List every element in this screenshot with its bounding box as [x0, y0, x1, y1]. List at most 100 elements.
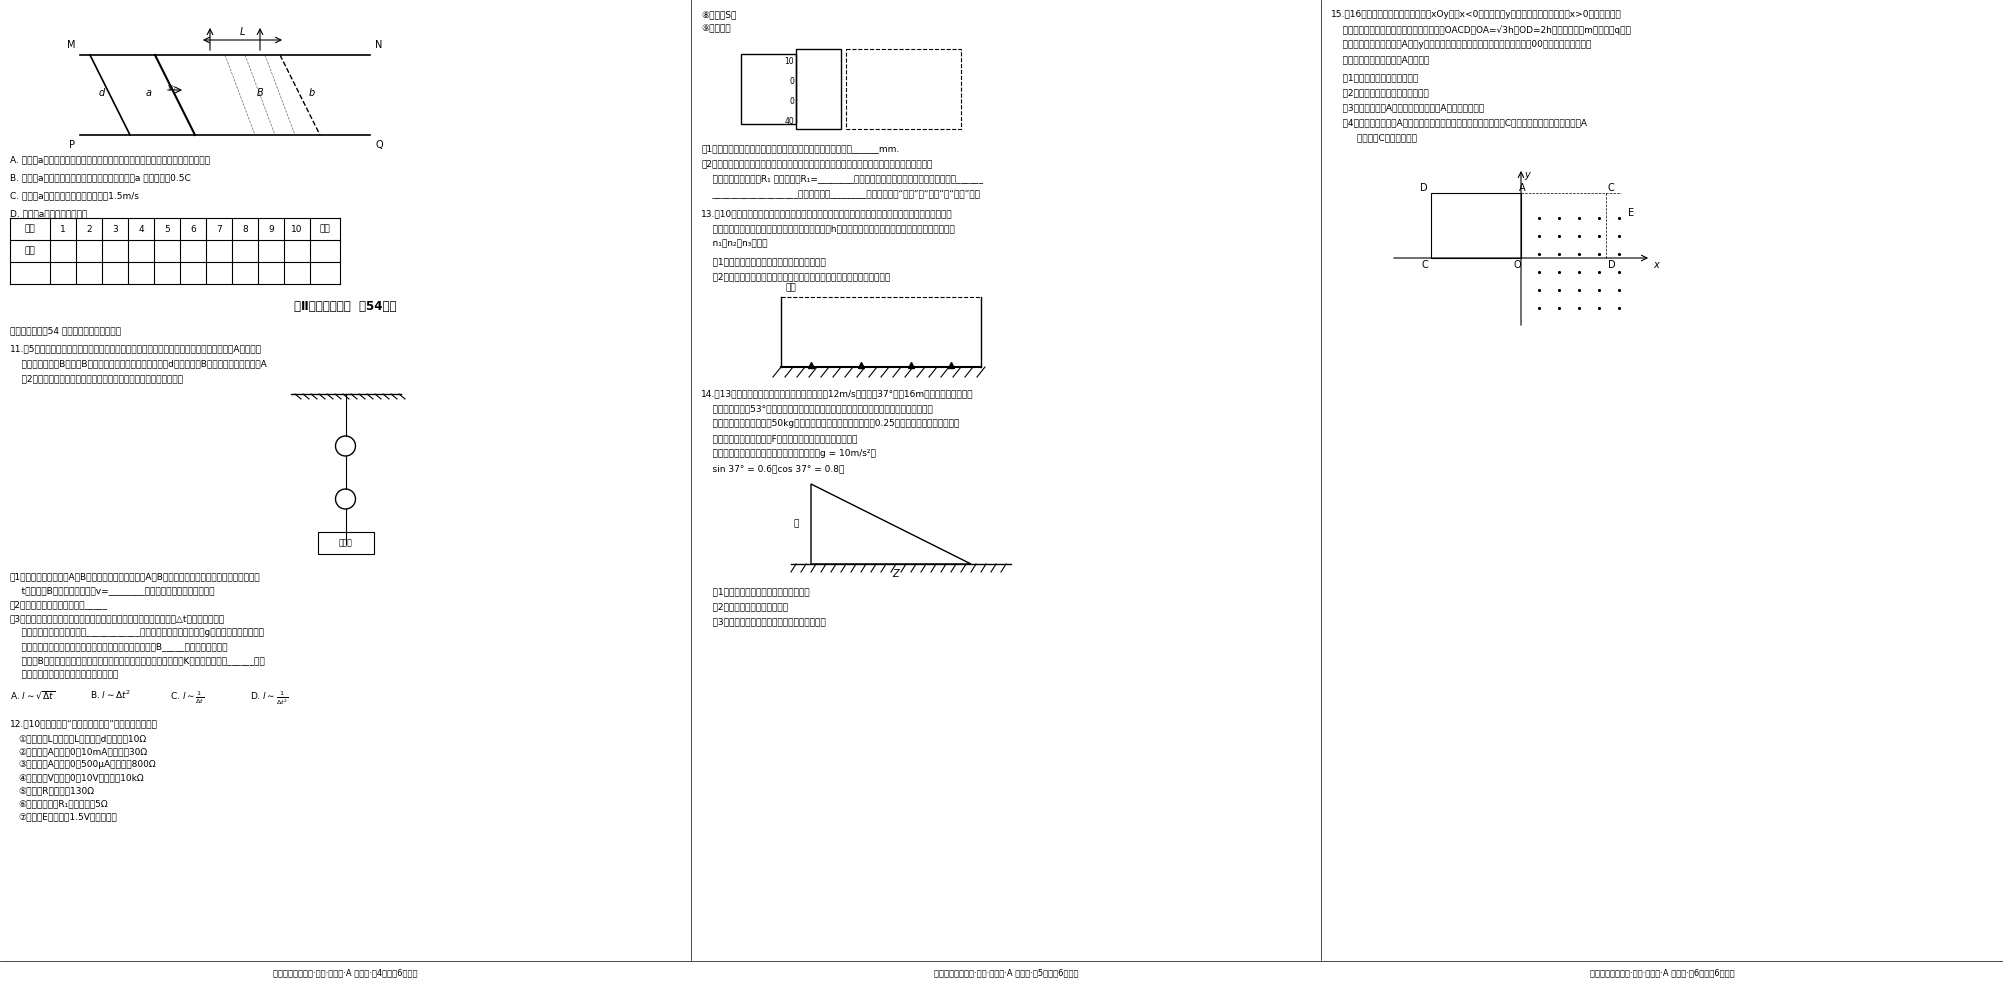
Bar — [1430, 193, 1520, 258]
Text: 【高三模拟（一）·物理·新高考·A 区专用·第4页（兲6页）】: 【高三模拟（一）·物理·新高考·A 区专用·第4页（兲6页）】 — [272, 968, 419, 977]
Text: 9: 9 — [268, 224, 274, 234]
Text: v₀: v₀ — [168, 83, 176, 91]
Text: 0: 0 — [789, 96, 793, 105]
Text: ⑨导线若干: ⑨导线若干 — [701, 24, 731, 33]
Text: （3）带电粒子今A点出发到第一次回到A点所用的时间；: （3）带电粒子今A点出发到第一次回到A点所用的时间； — [1332, 103, 1484, 112]
Text: （1）一个蓝光光源发出的光照亮的水面面积。: （1）一个蓝光光源发出的光照亮的水面面积。 — [701, 257, 825, 266]
Text: ④电压表（V）量程0～10V，内阻为10kΩ: ④电压表（V）量程0～10V，内阻为10kΩ — [18, 773, 144, 782]
Text: 水面: 水面 — [785, 283, 797, 292]
Text: E: E — [1628, 208, 1634, 218]
Text: 理量的字母来表示），为了使测量课题，还可以在滑轮上B_____图像（填下述选项: 理量的字母来表示），为了使测量课题，还可以在滑轮上B_____图像（填下述选项 — [10, 642, 228, 651]
Text: 第Ⅱ卷（非选择题  入54分）: 第Ⅱ卷（非选择题 入54分） — [294, 300, 397, 313]
Text: 0: 0 — [789, 77, 793, 86]
Text: 10: 10 — [785, 56, 793, 66]
Text: 6: 6 — [190, 224, 196, 234]
Text: C. 金属棒a第一次穿出磁场时的速度为1.5m/s: C. 金属棒a第一次穿出磁场时的速度为1.5m/s — [10, 191, 138, 200]
Text: 已知量和测量量计算R₁ 的表达式为R₁=________，说明式中题目未给出的各物理量的意义：______: 已知量和测量量计算R₁ 的表达式为R₁=________，说明式中题目未给出的各… — [701, 174, 983, 183]
Text: d: d — [98, 88, 104, 98]
Text: （4）现只改变粒子今A点出射速度大小，使粒子运动过程中可经过C点，求粒粒粒子以最短时间今A: （4）现只改变粒子今A点出射速度大小，使粒子运动过程中可经过C点，求粒粒粒子以最… — [1332, 118, 1586, 127]
Text: A. 金属棒a在第一次穿越磁场的过程中回路中的感应电流从上向下看氿逆时针方向: A. 金属棒a在第一次穿越磁场的过程中回路中的感应电流从上向下看氿逆时针方向 — [10, 155, 210, 164]
Text: 答案: 答案 — [24, 247, 36, 256]
Bar — [795, 49, 841, 129]
Text: A: A — [1518, 183, 1526, 193]
Text: 4: 4 — [138, 224, 144, 234]
Text: 的2倍，悬挂滑轮的轻质细线始终保持竖直，滑轮的质量忽略不计。: 的2倍，悬挂滑轮的轻质细线始终保持竖直，滑轮的质量忽略不计。 — [10, 374, 182, 383]
Text: 一段时间沿垂直边又回到A点，求：: 一段时间沿垂直边又回到A点，求： — [1332, 55, 1430, 64]
Text: ⑦电源（E）电压为1.5V，内阻偏小: ⑦电源（E）电压为1.5V，内阻偏小 — [18, 812, 116, 821]
Bar — [318, 532, 373, 554]
Text: 题号: 题号 — [24, 224, 36, 234]
Text: 正电荷子（不计重力）今A点沿y轴正方向以某速度射入第二象限，经过时间甁00在速入道场，又经过: 正电荷子（不计重力）今A点沿y轴正方向以某速度射入第二象限，经过时间甁00在速入… — [1332, 40, 1590, 49]
Text: ②电流表（A）量程0～10mA，内阻为30Ω: ②电流表（A）量程0～10mA，内阻为30Ω — [18, 747, 146, 756]
Text: 7: 7 — [216, 224, 222, 234]
Text: ⑧开关（S）: ⑧开关（S） — [701, 10, 737, 19]
Text: 得分: 得分 — [320, 224, 330, 234]
Bar — [741, 54, 795, 124]
Bar — [845, 49, 961, 129]
Text: 光电门: 光电门 — [339, 539, 353, 548]
Text: O: O — [1512, 260, 1520, 270]
Text: （2）请在方框中画出你所设计的实验电路图，若选测量数据中的一组来计算金属丝的电阔，则由: （2）请在方框中画出你所设计的实验电路图，若选测量数据中的一组来计算金属丝的电阔… — [701, 159, 931, 168]
Text: 甲: 甲 — [793, 519, 799, 529]
Text: D: D — [1608, 260, 1616, 270]
Text: 红、黄、蓝三种颜色的光，水池底部水平，水深为h，红、黄、蓝三种颜色的光在水中的折射率分别为: 红、黄、蓝三种颜色的光，水池底部水平，水深为h，红、黄、蓝三种颜色的光在水中的折… — [701, 224, 955, 233]
Text: D: D — [1420, 183, 1428, 193]
Text: y: y — [1524, 170, 1530, 180]
Text: B. 金属棒a在第一次穿越磁场的过程中流过金属棒a 的电荷量为0.5C: B. 金属棒a在第一次穿越磁场的过程中流过金属棒a 的电荷量为0.5C — [10, 173, 190, 182]
Text: （3）运动员滑落到斜面乙底面时的速度大小。: （3）运动员滑落到斜面乙底面时的速度大小。 — [701, 617, 825, 626]
Text: （2）匀强磁场的磁感应强度大小；: （2）匀强磁场的磁感应强度大小； — [1332, 88, 1428, 97]
Text: sin 37° = 0.6，cos 37° = 0.8）: sin 37° = 0.6，cos 37° = 0.8） — [701, 464, 845, 473]
Text: （1）用螺旋测微器测量金属丝的直径，示数如图所示，读数为______mm.: （1）用螺旋测微器测量金属丝的直径，示数如图所示，读数为______mm. — [701, 144, 899, 153]
Text: 3: 3 — [112, 224, 118, 234]
Text: （1）求运动员在最高点时的速度大小；: （1）求运动员在最高点时的速度大小； — [701, 587, 809, 596]
Text: C. $l\sim\frac{1}{\Delta t}$: C. $l\sim\frac{1}{\Delta t}$ — [170, 689, 204, 706]
Text: 实验中平测得的物理量的字母来表示）。: 实验中平测得的物理量的字母来表示）。 — [10, 670, 118, 679]
Text: 14.（13分）图示为某滑雪运动员的情境，滑坡以12m/s的初速在37°，高16m斜面射面飞出，并能: 14.（13分）图示为某滑雪运动员的情境，滑坡以12m/s的初速在37°，高16… — [701, 389, 973, 398]
Text: 5: 5 — [164, 224, 170, 234]
Text: x: x — [1652, 260, 1658, 270]
Text: （2）求甲乙两斜面直度距差；: （2）求甲乙两斜面直度距差； — [701, 602, 787, 611]
Text: Z: Z — [893, 569, 899, 579]
Text: 12.（10分）如题图“金属丝的电阔率”，提供的器材有：: 12.（10分）如题图“金属丝的电阔率”，提供的器材有： — [10, 719, 158, 728]
Text: （1）带电粒子的初速度大小；: （1）带电粒子的初速度大小； — [1332, 73, 1418, 82]
Text: D. $l\sim\frac{1}{\Delta t^2}$: D. $l\sim\frac{1}{\Delta t^2}$ — [250, 689, 288, 707]
Text: t，则重物B通光电门的速度为v=________（用题中所给的字母表示）。: t，则重物B通光电门的速度为v=________（用题中所给的字母表示）。 — [10, 586, 214, 595]
Text: ⑤电阻（R）阻値为130Ω: ⑤电阻（R）阻値为130Ω — [18, 786, 94, 795]
Text: 40: 40 — [785, 117, 793, 126]
Text: 点运动至C点的初速度。: 点运动至C点的初速度。 — [1332, 133, 1416, 142]
Text: ①金属丝（L：长度为L，直径为d，阻値为10Ω: ①金属丝（L：长度为L，直径为d，阻値为10Ω — [18, 734, 146, 743]
Text: Q: Q — [375, 140, 383, 150]
Text: 13.（10分）某公园的水池底部有一排等间距的光源（视为点光源）如图所示，每个光源可以依次发出: 13.（10分）某公园的水池底部有一排等间距的光源（视为点光源）如图所示，每个光… — [701, 209, 953, 218]
Text: D. 金属棒a能第二次穿出磁场: D. 金属棒a能第二次穿出磁场 — [10, 209, 88, 218]
Text: ___________________，电阻测量値________真实値（选填“大于”、“小于”或“等于”）。: ___________________，电阻测量値________真实値（选填“… — [701, 189, 979, 198]
Text: 可看作是平行斜面的合力F作用下，从斜面甲底面由静止开始: 可看作是平行斜面的合力F作用下，从斜面甲底面由静止开始 — [701, 434, 857, 443]
Text: A. $l\sim\sqrt{\Delta t}$: A. $l\sim\sqrt{\Delta t}$ — [10, 689, 56, 701]
Text: ③电流表（A）量程0～500μA，内阻为800Ω: ③电流表（A）量程0～500μA，内阻为800Ω — [18, 760, 156, 769]
Text: 械能守恒，应满足关系式为____________（已知当地重力加速大力为g，用实验中所测到的物: 械能守恒，应满足关系式为____________（已知当地重力加速大力为g，用实… — [10, 628, 264, 637]
Text: 1: 1 — [60, 224, 66, 234]
Text: C: C — [1608, 183, 1614, 193]
Text: 的字母B右：将粒子光密度（金属遗光条）折叠的系统机械能守恒，K是图像纵线等为______（用: 的字母B右：将粒子光密度（金属遗光条）折叠的系统机械能守恒，K是图像纵线等为__… — [10, 656, 264, 665]
Text: 【高三模拟（一）·物理·新高考·A 区专用·第5页（兲6页）】: 【高三模拟（一）·物理·新高考·A 区专用·第5页（兲6页）】 — [933, 968, 1078, 977]
Text: 员和滑雪装备的总质量为50kg，滑雪板与雪面间的动摩擦因数为0.25，运动员在斜面平均的运动: 员和滑雪装备的总质量为50kg，滑雪板与雪面间的动摩擦因数为0.25，运动员在斜… — [701, 419, 959, 428]
Text: N: N — [375, 40, 383, 50]
Text: b: b — [308, 88, 314, 98]
Text: n₁、n₂、n₃，求：: n₁、n₂、n₃，求： — [701, 239, 767, 248]
Text: M: M — [66, 40, 74, 50]
Text: C: C — [1422, 260, 1428, 270]
Text: （3）调节开始位移使遗光条光密中心之间的距离为，测得遗光时间为△t，如果系统的机: （3）调节开始位移使遗光条光密中心之间的距离为，测得遗光时间为△t，如果系统的机 — [10, 614, 224, 623]
Text: 15.（16分）空间存在平面直角坐标系xOy，在x<0区域内有沿y轴正方向的匀强电场，在x>0区域内有垂直: 15.（16分）空间存在平面直角坐标系xOy，在x<0区域内有沿y轴正方向的匀强… — [1332, 10, 1622, 19]
Text: L: L — [238, 27, 244, 37]
Text: 平面向外的匀强磁场，在第二象限内有矩形OACD，OA=√3h，OD=2h，一个质量为m，电量为q的带: 平面向外的匀强磁场，在第二象限内有矩形OACD，OA=√3h，OD=2h，一个质… — [1332, 25, 1630, 34]
Text: P: P — [68, 140, 74, 150]
Text: 【高三模拟（一）·物理·新高考·A 区专用·第6页（兲6页）】: 【高三模拟（一）·物理·新高考·A 区专用·第6页（兲6页）】 — [1590, 968, 1735, 977]
Text: 与加速直线运动，求平斜面所受的合力大，（g = 10m/s²，: 与加速直线运动，求平斜面所受的合力大，（g = 10m/s²， — [701, 449, 875, 458]
Text: 2: 2 — [86, 224, 92, 234]
Text: 11.（5分）某实验小组利用如图所示的装置验证机械能守恒定律，在动滑轮的下方悬挂重物A、定滑轮: 11.（5分）某实验小组利用如图所示的装置验证机械能守恒定律，在动滑轮的下方悬挂… — [10, 344, 262, 353]
Text: B. $l\sim\Delta t^2$: B. $l\sim\Delta t^2$ — [90, 689, 132, 702]
Text: B: B — [256, 88, 262, 98]
Text: 10: 10 — [290, 224, 302, 234]
Text: 的下方悬挂重物B，重物B上固定一遗光条，遗光条的宽度为d，已知重物B与遗光条的质量是重物A: 的下方悬挂重物B，重物B上固定一遗光条，遗光条的宽度为d，已知重物B与遗光条的质… — [10, 359, 266, 368]
Text: 三、非选题：入54 分，考生根据要求作答。: 三、非选题：入54 分，考生根据要求作答。 — [10, 326, 120, 335]
Text: 飞越增量宽度角53°的山坡之上，继续向飞越，则起动情况为点，不计空气阻力，已知运动: 飞越增量宽度角53°的山坡之上，继续向飞越，则起动情况为点，不计空气阻力，已知运… — [701, 404, 933, 413]
